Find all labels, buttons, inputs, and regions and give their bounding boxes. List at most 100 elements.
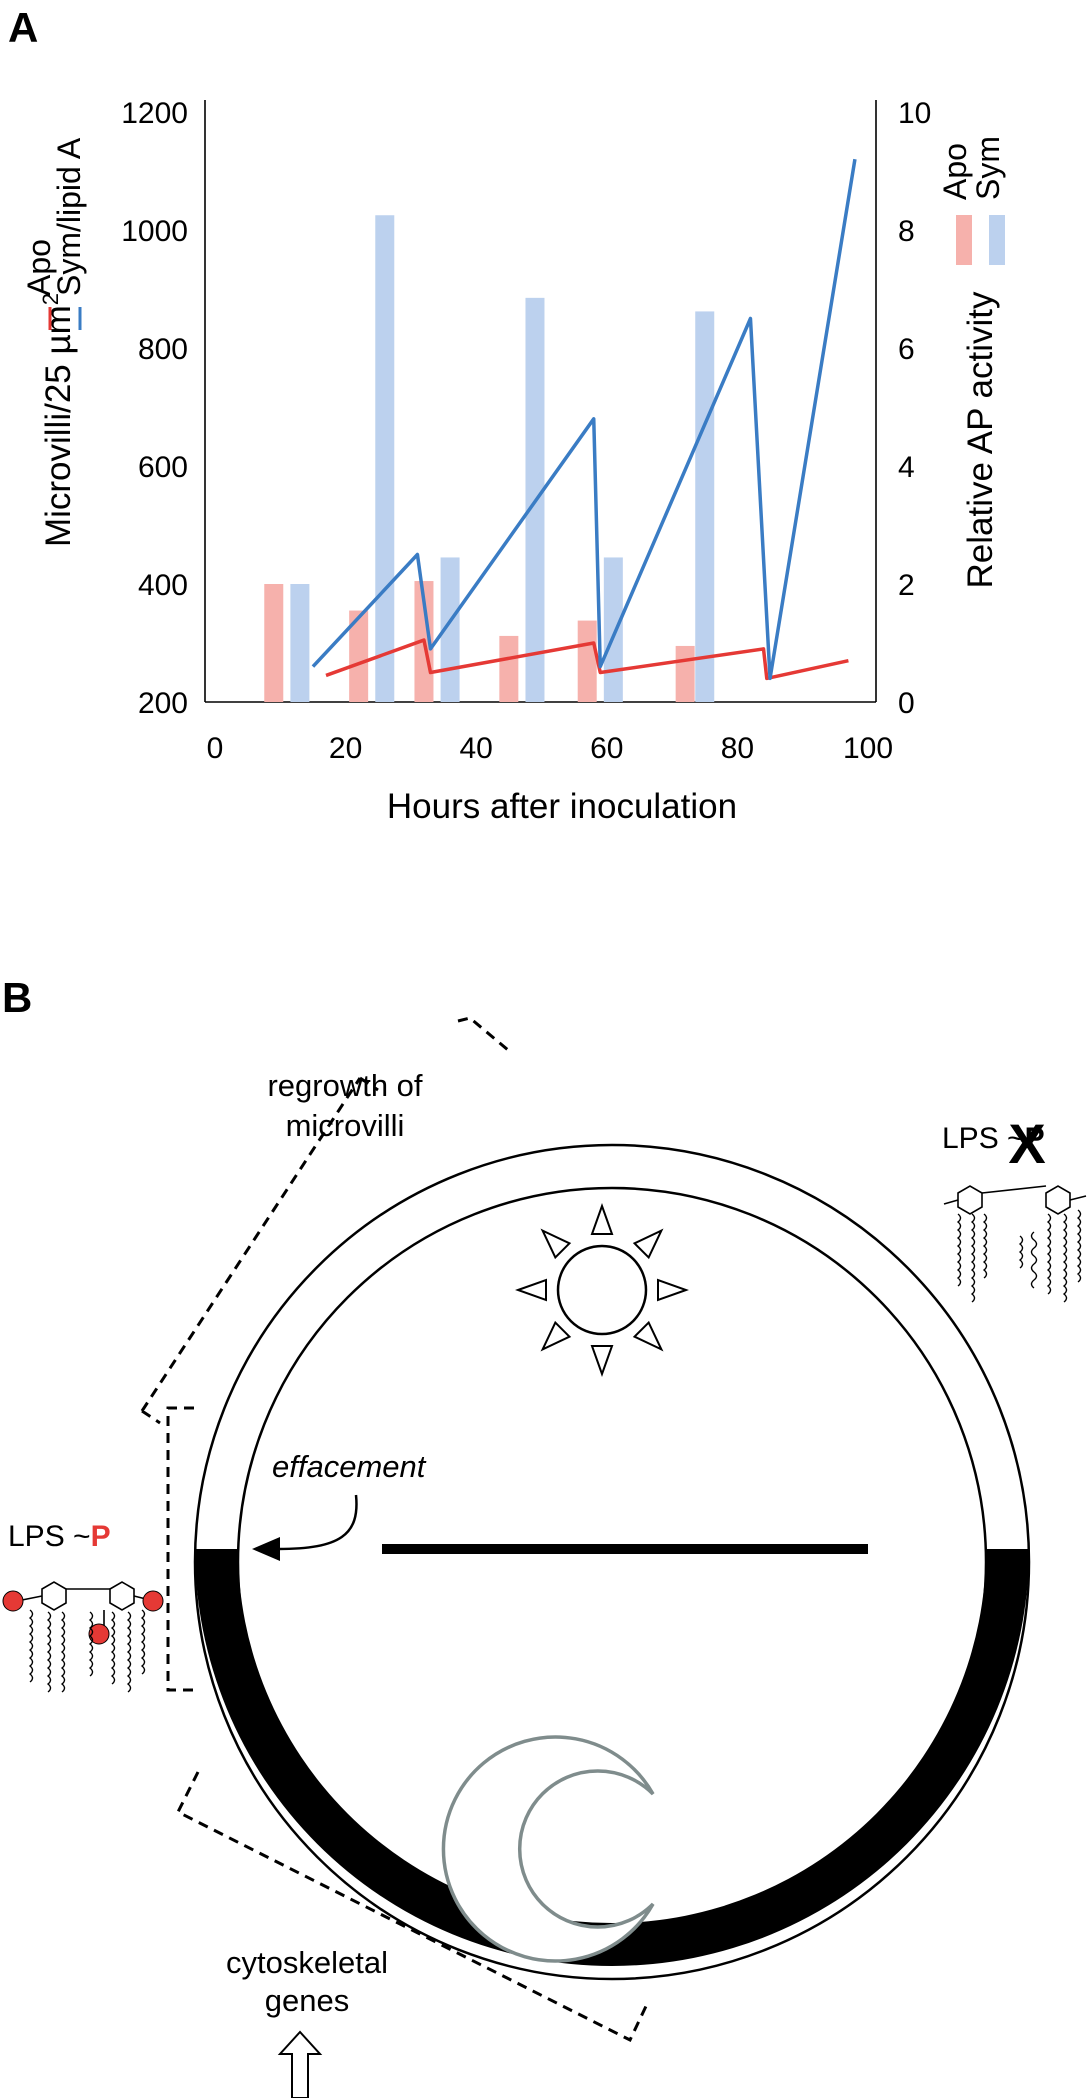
lps-left-phosphate: P: [91, 1520, 111, 1553]
up-arrow-icon: [277, 2030, 323, 2098]
fatty-acid-tail: [970, 1213, 976, 1303]
x-tick-label: 80: [721, 732, 754, 765]
y-tick-label: 200: [138, 687, 188, 720]
sun-ray: [590, 1345, 614, 1377]
lps-left-label: LPS ~P: [8, 1520, 111, 1553]
bar-apo-4: [577, 620, 597, 702]
effacement-bracket: [166, 1406, 194, 1692]
lps-right-cross: X: [1008, 1112, 1045, 1175]
bar-sym-5: [695, 311, 715, 702]
effacement-arrowhead: [252, 1537, 280, 1561]
y2-tick-label: 0: [898, 687, 915, 720]
bars-layer: [264, 215, 715, 702]
fatty-acid-tail: [88, 1611, 94, 1677]
ticks-layer: 0 20 40 60 80 100 200 400 600 800 1000 1200 0 2 4 6 8 10: [121, 97, 931, 765]
sun-ray: [632, 1228, 664, 1260]
bar-sym-4: [603, 557, 623, 702]
legend-swatch-sym-bar: [989, 215, 1005, 265]
fatty-acid-tail: [1046, 1213, 1052, 1295]
fatty-acid-tail: [60, 1611, 66, 1693]
fatty-acid-tail: [1062, 1213, 1068, 1303]
lines-layer: [311, 158, 857, 681]
x-tick-label: 100: [843, 732, 893, 765]
y2-tick-label: 10: [898, 97, 931, 130]
sun-icon: [515, 1203, 689, 1377]
fatty-acid-tail: [982, 1213, 988, 1279]
cytoskeletal-label-line2: genes: [265, 1983, 349, 2018]
x-tick-label: 0: [207, 732, 224, 765]
legend-left: Apo Sym/lipid A: [21, 137, 87, 330]
y-axis-label-sup: 2: [38, 293, 63, 305]
regrowth-label-line2: microvilli: [286, 1108, 405, 1143]
sun-ray: [515, 1278, 547, 1302]
legend-right: Apo Sym: [937, 136, 1006, 265]
sun-ray: [590, 1203, 614, 1235]
lps-right-prefix: LPS ~: [942, 1122, 1025, 1155]
lipid-a-dephosphorylated-icon: [943, 1185, 1087, 1303]
cell-diagram: effacement regrowth of microvilli cytosk…: [2, 1016, 1087, 2098]
sun-ray: [632, 1320, 664, 1352]
lps-right-phosphate: P: [1025, 1122, 1045, 1155]
phosphate-dot: [2, 1590, 24, 1612]
y-tick-label: 800: [138, 333, 188, 366]
effacement-arrow-line: [277, 1494, 358, 1551]
fatty-acid-tail: [1018, 1235, 1024, 1269]
sun-ray: [657, 1278, 689, 1302]
x-axis-label: Hours after inoculation: [387, 787, 737, 826]
cytoskeletal-label-line1: cytoskeletal: [226, 1945, 388, 1980]
sun-ray: [540, 1228, 572, 1260]
moon-icon: [441, 1735, 655, 1963]
y2-tick-label: 8: [898, 215, 915, 248]
lipid-a-phosphorylated-icon: [2, 1581, 164, 1693]
y-tick-label: 600: [138, 451, 188, 484]
line-sym-lipid-a: [311, 158, 857, 681]
legend-label-apo-line: Apo: [21, 239, 57, 296]
fatty-acid-tail: [140, 1609, 146, 1675]
fatty-acid-tail: [110, 1611, 116, 1685]
panel-a-label: A: [8, 4, 38, 51]
y2-tick-label: 4: [898, 451, 915, 484]
panel-b-label: B: [2, 974, 32, 1021]
regrowth-bracket-top: [457, 1016, 509, 1052]
cytoskeletal-bracket: [175, 1771, 650, 2043]
y2-axis-label: Relative AP activity: [961, 291, 1000, 588]
bar-apo-3: [499, 635, 519, 702]
fatty-acid-tail: [28, 1609, 34, 1683]
x-tick-label: 20: [329, 732, 362, 765]
bar-apo-5: [675, 645, 695, 702]
regrowth-label-line1: regrowth of: [267, 1068, 422, 1103]
night-arc: [195, 1549, 1029, 1966]
fatty-acid-tail: [1076, 1209, 1082, 1283]
bar-apo-0: [264, 584, 284, 702]
phosphate-dot: [142, 1590, 164, 1612]
bar-sym-0: [290, 584, 310, 702]
x-tick-label: 60: [590, 732, 623, 765]
sun-ray: [540, 1320, 572, 1352]
fatty-acid-tail: [126, 1611, 132, 1693]
chart-a: 0 20 40 60 80 100200400600800100012000246810 …: [21, 97, 1006, 826]
lps-right-label: LPS ~P: [942, 1122, 1045, 1155]
y2-tick-label: 2: [898, 569, 915, 602]
fatty-acid-tail: [1030, 1231, 1038, 1289]
y-tick-label: 400: [138, 569, 188, 602]
y-tick-label: 1000: [121, 215, 188, 248]
legend-swatch-apo-bar: [956, 215, 972, 265]
bar-sym-2: [440, 557, 460, 702]
line-apo: [325, 638, 849, 681]
x-tick-label: 40: [460, 732, 493, 765]
y-axis-label-base: Microvilli/25 µm: [39, 305, 78, 547]
bar-apo-1: [349, 610, 369, 702]
phosphate-dot: [88, 1623, 110, 1645]
legend-label-sym-line: Sym/lipid A: [51, 137, 87, 296]
fatty-acid-tail: [46, 1611, 52, 1693]
lps-left-prefix: LPS ~: [8, 1520, 91, 1553]
y-axis-label: Microvilli/25 µm2: [38, 293, 79, 547]
effacement-label: effacement: [272, 1449, 427, 1484]
bar-sym-1: [375, 215, 395, 702]
regrowth-bracket: [140, 1076, 379, 1425]
y2-tick-label: 6: [898, 333, 915, 366]
fatty-acid-tail: [956, 1213, 962, 1287]
y-tick-label: 1200: [121, 97, 188, 130]
legend-label-sym-bar: Sym: [970, 136, 1006, 200]
